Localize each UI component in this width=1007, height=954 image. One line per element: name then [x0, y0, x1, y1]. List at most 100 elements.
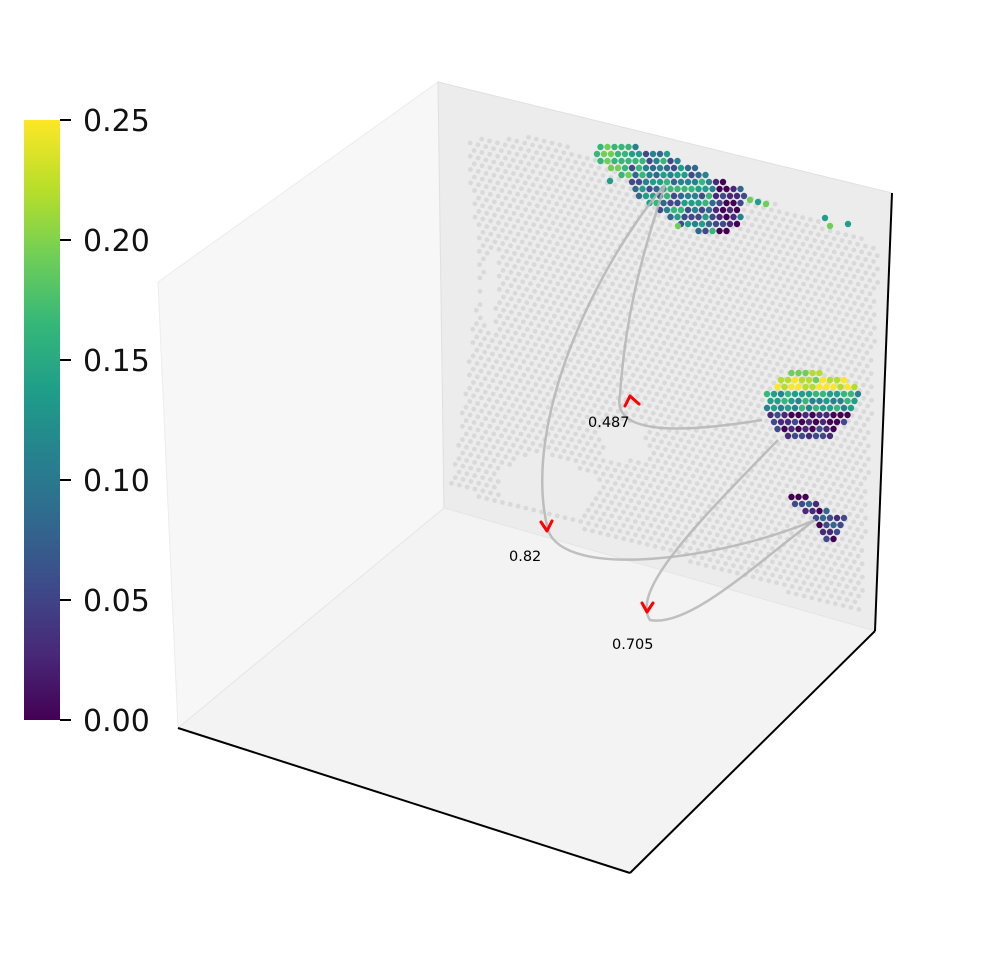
background-spot	[587, 315, 592, 321]
background-spot	[526, 406, 531, 412]
background-spot	[528, 294, 534, 300]
background-spot	[534, 163, 540, 169]
background-spot	[760, 464, 766, 470]
background-spot	[717, 420, 723, 426]
background-spot	[657, 346, 663, 351]
background-spot	[662, 433, 668, 439]
background-spot	[522, 153, 528, 159]
cluster-spot	[795, 493, 802, 501]
background-spot	[477, 302, 483, 307]
background-spot	[607, 340, 612, 346]
background-spot	[488, 477, 493, 482]
background-spot	[809, 582, 815, 587]
background-spot	[514, 384, 519, 389]
cluster-spot	[844, 220, 852, 228]
background-spot	[730, 549, 736, 555]
background-spot	[593, 496, 599, 502]
background-spot	[829, 593, 834, 599]
background-spot	[728, 390, 734, 395]
background-spot	[737, 431, 742, 437]
background-spot	[769, 506, 774, 511]
background-spot	[812, 536, 818, 542]
background-spot	[563, 283, 569, 289]
background-spot	[660, 519, 665, 524]
background-spot	[535, 230, 540, 235]
background-spot	[848, 565, 853, 570]
background-spot	[802, 348, 807, 354]
background-spot	[522, 412, 527, 418]
background-spot	[476, 182, 481, 188]
background-spot	[797, 586, 803, 591]
axes-3d	[157, 81, 893, 874]
background-spot	[724, 369, 730, 374]
colorbar-tick-label: 0.25	[83, 104, 150, 139]
background-spot	[679, 258, 685, 264]
background-spot	[699, 528, 705, 534]
background-spot	[655, 213, 661, 218]
background-spot	[586, 235, 591, 241]
background-spot	[551, 260, 557, 266]
background-spot	[600, 458, 606, 464]
background-spot	[796, 519, 802, 525]
background-spot	[840, 317, 846, 323]
background-spot	[479, 150, 485, 155]
background-spot	[687, 506, 693, 511]
background-spot	[859, 276, 865, 281]
background-spot	[500, 241, 506, 247]
background-spot	[661, 353, 667, 359]
background-spot	[865, 390, 870, 395]
background-spot	[831, 249, 837, 255]
background-spot	[692, 348, 698, 353]
cluster-spot	[777, 404, 785, 412]
background-spot	[852, 314, 858, 319]
background-spot	[601, 471, 606, 477]
background-spot	[688, 300, 694, 306]
background-spot	[712, 319, 717, 325]
cluster-spot	[716, 227, 723, 235]
background-spot	[631, 412, 637, 418]
cluster-spot	[791, 390, 799, 398]
background-spot	[498, 366, 503, 372]
background-spot	[840, 291, 846, 297]
background-spot	[777, 249, 783, 255]
background-spot	[859, 561, 865, 567]
background-spot	[785, 304, 791, 310]
background-spot	[503, 155, 508, 161]
background-spot	[604, 194, 610, 199]
background-spot	[509, 323, 514, 328]
cluster-spot	[802, 383, 809, 391]
cluster-spot	[844, 411, 851, 419]
background-spot	[811, 456, 817, 462]
edge-curve-082-b	[546, 518, 816, 561]
background-spot	[853, 367, 858, 373]
background-spot	[739, 306, 744, 312]
background-spot	[634, 380, 640, 386]
background-spot	[832, 262, 837, 268]
background-spot	[734, 530, 740, 536]
background-spot	[551, 273, 557, 279]
cluster-spot	[684, 192, 692, 200]
background-spot	[537, 403, 543, 408]
cluster-spot	[816, 425, 823, 433]
background-spot	[641, 329, 647, 334]
background-spot	[718, 473, 723, 479]
background-spot	[697, 369, 702, 374]
background-spot	[860, 302, 865, 308]
background-spot	[716, 380, 722, 386]
background-spot	[518, 146, 524, 152]
background-spot	[467, 425, 473, 431]
background-spot	[603, 386, 609, 391]
background-spot	[754, 555, 760, 561]
background-spot	[757, 496, 763, 502]
background-spot	[498, 393, 504, 399]
background-spot	[616, 462, 622, 467]
background-spot	[689, 380, 695, 386]
background-spot	[551, 300, 557, 306]
background-spot	[781, 243, 786, 249]
background-spot	[733, 490, 739, 496]
background-spot	[793, 538, 798, 544]
background-spot	[726, 270, 732, 275]
background-spot	[673, 376, 679, 382]
cluster-spot	[628, 150, 636, 158]
background-spot	[846, 432, 851, 437]
